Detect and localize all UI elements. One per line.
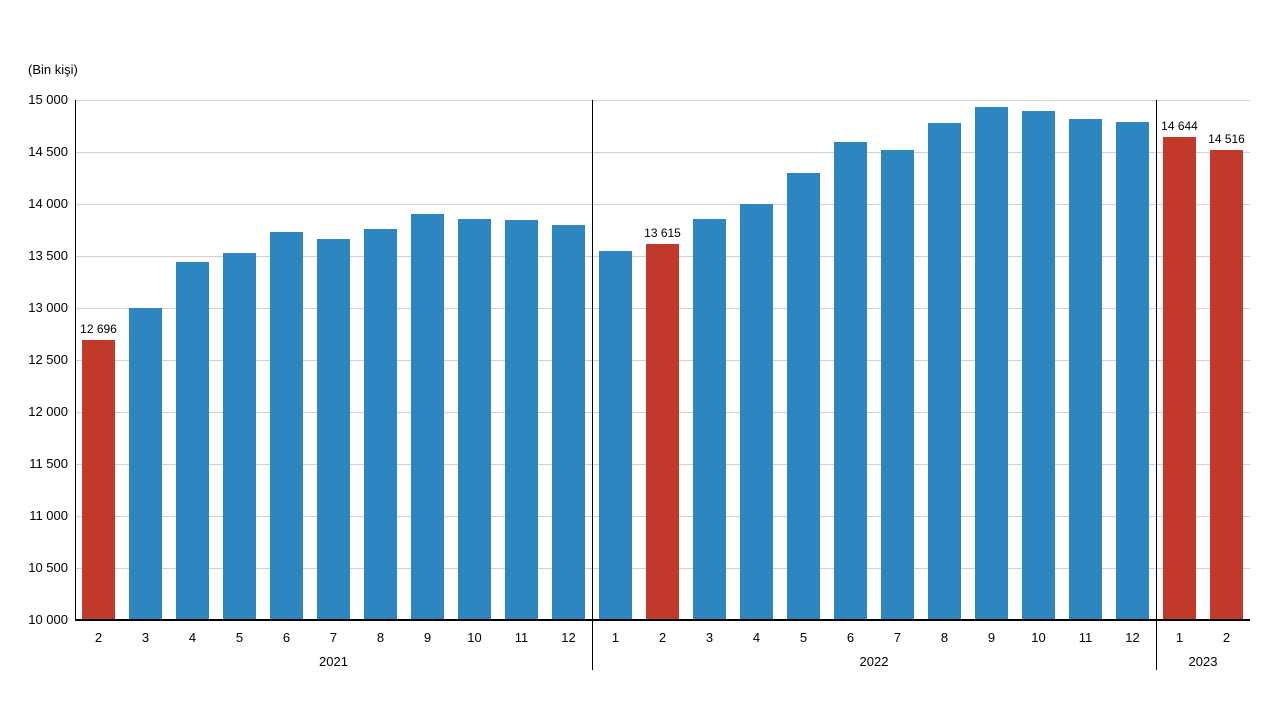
x-tick-label: 3 xyxy=(142,630,149,645)
bar xyxy=(599,251,633,620)
bar-value-label: 14 644 xyxy=(1161,119,1198,133)
bar xyxy=(411,214,445,620)
plot-area xyxy=(75,100,1250,620)
bar xyxy=(129,308,163,620)
bar xyxy=(364,229,398,620)
y-tick-label: 13 500 xyxy=(20,248,68,263)
year-separator xyxy=(592,100,593,670)
bar xyxy=(646,244,680,620)
bar-value-label: 13 615 xyxy=(644,226,681,240)
y-tick-label: 14 500 xyxy=(20,144,68,159)
x-tick-label: 2 xyxy=(659,630,666,645)
bar xyxy=(787,173,821,620)
y-tick-label: 10 500 xyxy=(20,560,68,575)
y-axis-line xyxy=(75,100,76,620)
bar xyxy=(1210,150,1244,620)
y-tick-label: 12 000 xyxy=(20,404,68,419)
x-tick-label: 9 xyxy=(424,630,431,645)
y-tick-label: 13 000 xyxy=(20,300,68,315)
x-tick-label: 8 xyxy=(377,630,384,645)
bar xyxy=(975,107,1009,620)
year-separator xyxy=(1156,100,1157,670)
x-tick-label: 4 xyxy=(753,630,760,645)
bar xyxy=(834,142,868,620)
gridline xyxy=(75,100,1250,101)
x-tick-label: 2 xyxy=(95,630,102,645)
year-group-label: 2022 xyxy=(860,654,889,669)
year-group-label: 2023 xyxy=(1189,654,1218,669)
bar xyxy=(458,219,492,620)
bar xyxy=(881,150,915,620)
x-tick-label: 10 xyxy=(467,630,481,645)
x-tick-label: 9 xyxy=(988,630,995,645)
x-tick-label: 5 xyxy=(800,630,807,645)
x-tick-label: 7 xyxy=(894,630,901,645)
y-tick-label: 15 000 xyxy=(20,92,68,107)
bar-value-label: 14 516 xyxy=(1208,132,1245,146)
x-tick-label: 12 xyxy=(1125,630,1139,645)
x-tick-label: 7 xyxy=(330,630,337,645)
x-tick-label: 5 xyxy=(236,630,243,645)
x-tick-label: 6 xyxy=(283,630,290,645)
x-tick-label: 6 xyxy=(847,630,854,645)
x-tick-label: 8 xyxy=(941,630,948,645)
x-tick-label: 1 xyxy=(612,630,619,645)
x-axis-line xyxy=(75,619,1250,620)
bar xyxy=(270,232,304,620)
bar xyxy=(1163,137,1197,620)
y-axis-unit-label: (Bin kişi) xyxy=(28,62,78,77)
x-tick-label: 1 xyxy=(1176,630,1183,645)
x-tick-label: 3 xyxy=(706,630,713,645)
bar xyxy=(176,262,210,620)
bar xyxy=(505,220,539,620)
bar xyxy=(1022,111,1056,620)
bar xyxy=(693,219,727,620)
y-tick-label: 11 500 xyxy=(20,456,68,471)
x-tick-label: 2 xyxy=(1223,630,1230,645)
x-tick-label: 4 xyxy=(189,630,196,645)
x-tick-label: 11 xyxy=(515,630,529,645)
bar xyxy=(82,340,116,620)
y-tick-label: 11 000 xyxy=(20,508,68,523)
bar xyxy=(740,204,774,620)
y-tick-label: 12 500 xyxy=(20,352,68,367)
year-group-label: 2021 xyxy=(319,654,348,669)
x-tick-label: 12 xyxy=(561,630,575,645)
y-tick-label: 14 000 xyxy=(20,196,68,211)
bar xyxy=(1069,119,1103,620)
chart-container: (Bin kişi) 10 000 10 500 11 000 11 500 12 00… xyxy=(0,0,1280,720)
bar xyxy=(928,123,962,620)
x-tick-label: 11 xyxy=(1079,630,1093,645)
bar-value-label: 12 696 xyxy=(80,322,117,336)
gridline xyxy=(75,620,1250,621)
bar xyxy=(317,239,351,620)
x-tick-label: 10 xyxy=(1031,630,1045,645)
bar xyxy=(1116,122,1150,620)
bar xyxy=(223,253,257,620)
bar xyxy=(552,225,586,620)
y-tick-label: 10 000 xyxy=(20,612,68,627)
